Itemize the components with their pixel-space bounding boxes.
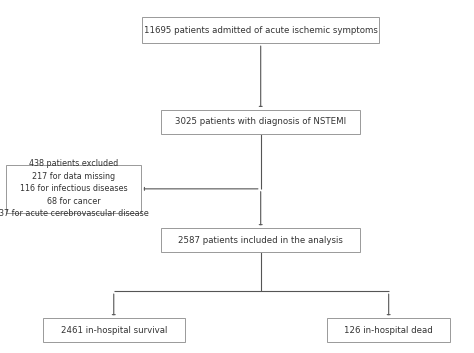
FancyBboxPatch shape: [43, 318, 185, 342]
Text: 438 patients excluded
217 for data missing
116 for infectious diseases
68 for ca: 438 patients excluded 217 for data missi…: [0, 159, 148, 219]
FancyBboxPatch shape: [161, 228, 360, 252]
Text: 2587 patients included in the analysis: 2587 patients included in the analysis: [178, 235, 343, 245]
FancyBboxPatch shape: [6, 165, 141, 213]
Text: 126 in-hospital dead: 126 in-hospital dead: [344, 325, 433, 335]
Text: 3025 patients with diagnosis of NSTEMI: 3025 patients with diagnosis of NSTEMI: [175, 117, 346, 126]
FancyBboxPatch shape: [142, 17, 379, 43]
Text: 2461 in-hospital survival: 2461 in-hospital survival: [61, 325, 167, 335]
FancyBboxPatch shape: [161, 110, 360, 134]
FancyBboxPatch shape: [327, 318, 450, 342]
Text: 11695 patients admitted of acute ischemic symptoms: 11695 patients admitted of acute ischemi…: [144, 25, 378, 35]
